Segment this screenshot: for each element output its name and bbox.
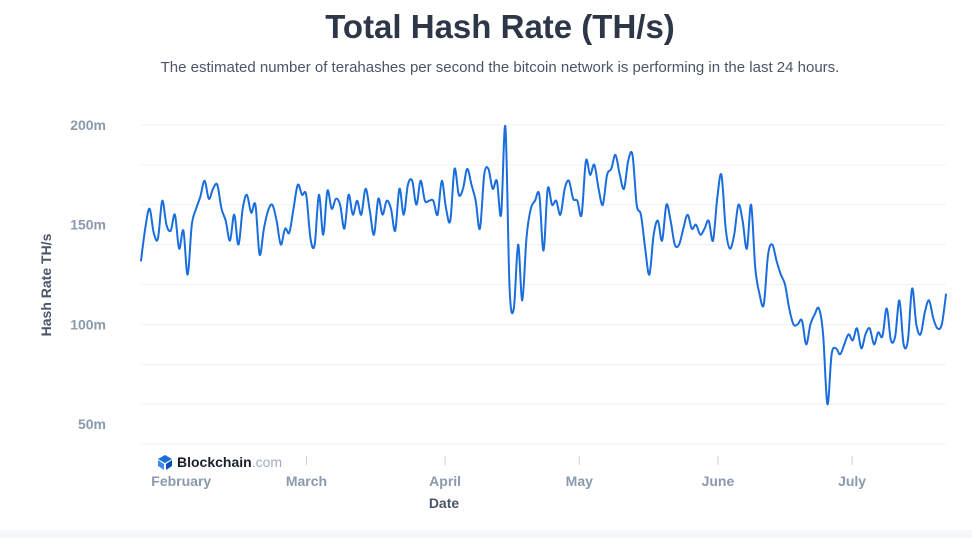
chart-title: Total Hash Rate (TH/s) bbox=[325, 8, 675, 45]
x-axis-label: Date bbox=[429, 495, 460, 511]
x-tick-label: March bbox=[286, 473, 327, 489]
y-tick-label: 150m bbox=[70, 217, 106, 233]
x-tick-label: June bbox=[702, 473, 735, 489]
blockchain-logo-icon bbox=[158, 455, 172, 470]
blockchain-watermark: Blockchain.com bbox=[158, 454, 282, 470]
brand-suffix: .com bbox=[252, 454, 282, 470]
y-axis-ticks: 200m 150m 100m 50m bbox=[70, 117, 106, 432]
x-tick-label: July bbox=[838, 473, 866, 489]
hash-rate-series-line bbox=[140, 125, 947, 406]
y-tick-label: 50m bbox=[78, 416, 106, 432]
svg-text:Blockchain.com: Blockchain.com bbox=[177, 454, 282, 470]
y-axis-label: Hash Rate TH/s bbox=[38, 233, 54, 336]
x-tick-label: February bbox=[151, 473, 211, 489]
x-tick-label: May bbox=[566, 473, 593, 489]
brand-name: Blockchain bbox=[177, 454, 252, 470]
grid-lines bbox=[141, 124, 946, 445]
footer-strip bbox=[0, 530, 972, 538]
y-tick-label: 200m bbox=[70, 117, 106, 133]
x-tick-label: April bbox=[429, 473, 461, 489]
x-axis-ticks: February March April May June July bbox=[151, 456, 866, 489]
chart-subtitle: The estimated number of terahashes per s… bbox=[160, 59, 840, 76]
y-tick-label: 100m bbox=[70, 316, 106, 332]
